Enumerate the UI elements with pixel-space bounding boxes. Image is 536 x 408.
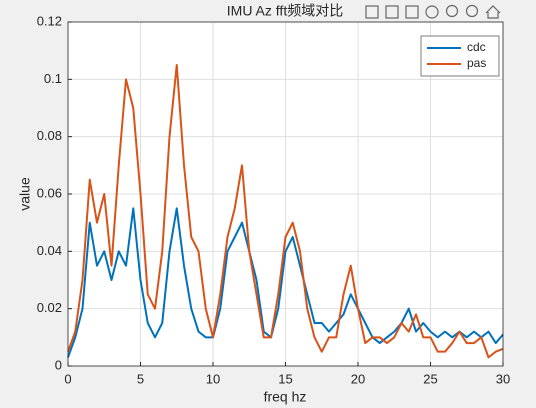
toolbar[interactable] <box>365 4 501 19</box>
legend-label: pas <box>467 56 486 70</box>
x-tick-label: 25 <box>423 371 437 386</box>
y-tick-label: 0.08 <box>37 128 62 143</box>
series-line <box>67 207 504 358</box>
tool-home[interactable] <box>485 5 501 19</box>
x-tick-label: 0 <box>64 371 71 386</box>
legend-label: cdc <box>467 40 486 54</box>
tool-legend[interactable] <box>405 5 419 19</box>
x-tick-label: 15 <box>278 371 292 386</box>
x-tick-label: 30 <box>496 371 510 386</box>
tool-zoom-in[interactable] <box>445 4 459 18</box>
y-tick-label: 0 <box>55 357 62 372</box>
chart-title: IMU Az fft频域对比 <box>227 3 343 19</box>
tool-pan[interactable] <box>425 5 439 19</box>
series-line <box>67 64 504 359</box>
y-tick-label: 0.12 <box>37 13 62 28</box>
tool-brush[interactable] <box>365 5 379 19</box>
y-tick-label: 0.04 <box>37 243 62 258</box>
x-tick-label: 5 <box>137 371 144 386</box>
y-tick-label: 0.1 <box>44 71 62 86</box>
x-axis-label: freq hz <box>264 389 307 405</box>
tool-data[interactable] <box>385 5 399 19</box>
y-axis-label: value <box>17 177 33 211</box>
y-tick-label: 0.06 <box>37 185 62 200</box>
tool-zoom-out[interactable] <box>465 4 479 18</box>
legend-box <box>420 35 500 77</box>
legend: cdc pas <box>420 35 500 77</box>
y-tick-label: 0.02 <box>37 300 62 315</box>
x-tick-label: 10 <box>206 371 220 386</box>
x-tick-label: 20 <box>351 371 365 386</box>
